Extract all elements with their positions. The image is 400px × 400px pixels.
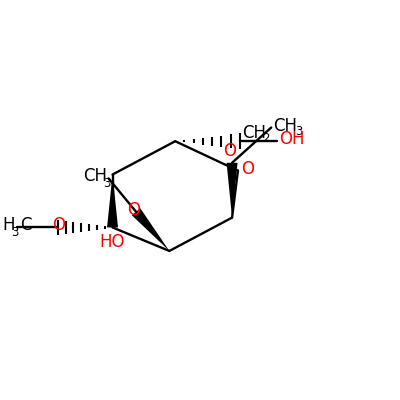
Polygon shape: [107, 174, 118, 228]
Text: CH: CH: [273, 116, 297, 134]
Text: HO: HO: [100, 233, 125, 251]
Text: OH: OH: [279, 130, 304, 148]
Text: H: H: [2, 216, 14, 234]
Text: 2: 2: [262, 132, 270, 145]
Text: O: O: [52, 216, 65, 234]
Text: 3: 3: [296, 125, 303, 138]
Text: 3: 3: [12, 226, 19, 239]
Text: C: C: [20, 216, 32, 234]
Text: O: O: [128, 201, 140, 219]
Text: CH: CH: [83, 168, 107, 186]
Polygon shape: [226, 163, 238, 218]
Text: O: O: [241, 160, 254, 178]
Text: O: O: [224, 142, 237, 160]
Text: 3: 3: [103, 177, 110, 190]
Polygon shape: [132, 208, 169, 251]
Text: CH: CH: [242, 124, 266, 142]
